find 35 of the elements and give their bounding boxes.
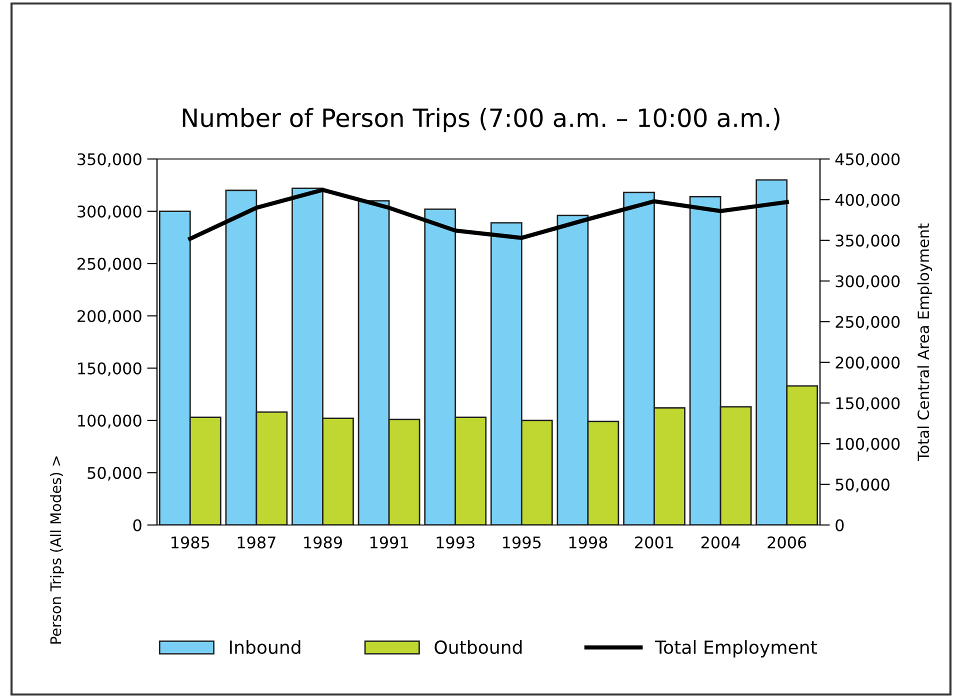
y2-tick-label: 200,000	[836, 356, 900, 370]
y2-tick-label: 300,000	[836, 275, 900, 289]
x-tick-label: 1991	[370, 536, 408, 548]
y2-axis-title: Total Central Area Employment	[917, 223, 932, 461]
y2-tick-label: 50,000	[836, 478, 890, 492]
chart-title: Number of Person Trips (7:00 a.m. – 10:00 a.m.)	[182, 108, 780, 132]
y-tick-label: 0	[133, 519, 142, 532]
y2-tick-label: 0	[836, 519, 844, 532]
y-tick-label: 100,000	[78, 414, 142, 428]
x-tick-label: 1998	[569, 536, 608, 548]
x-tick-label: 1989	[304, 536, 342, 548]
y2-tick-label: 450,000	[835, 153, 900, 167]
y-tick-label: 150,000	[78, 362, 142, 376]
y2-tick-label: 400,000	[835, 194, 900, 208]
y-axis-title: Person Trips (All Modes) >	[50, 456, 64, 644]
y-tick-label: 200,000	[78, 310, 142, 324]
y2-tick-label: 150,000	[836, 397, 900, 411]
legend-label: Inbound	[230, 640, 300, 654]
y2-tick-label: 250,000	[836, 316, 900, 330]
y-tick-label: 300,000	[78, 206, 142, 220]
y-tick-label: 250,000	[78, 258, 142, 272]
y-tick-label: 350,000	[78, 153, 142, 167]
x-tick-label: 2004	[701, 536, 740, 548]
x-tick-label: 2006	[768, 536, 806, 548]
y-tick-label: 50,000	[88, 466, 142, 481]
y2-tick-label: 350,000	[836, 234, 900, 248]
x-tick-label: 1995	[503, 536, 541, 548]
x-tick-label: 1987	[238, 536, 276, 548]
legend-label: Total Employment	[655, 640, 817, 658]
legend-label: Outbound	[434, 640, 522, 654]
x-tick-label: 1985	[172, 536, 210, 548]
y2-tick-label: 100,000	[836, 438, 900, 452]
x-tick-label: 1993	[436, 536, 474, 548]
line-series	[188, 188, 789, 241]
x-tick-label: 2001	[635, 536, 674, 548]
